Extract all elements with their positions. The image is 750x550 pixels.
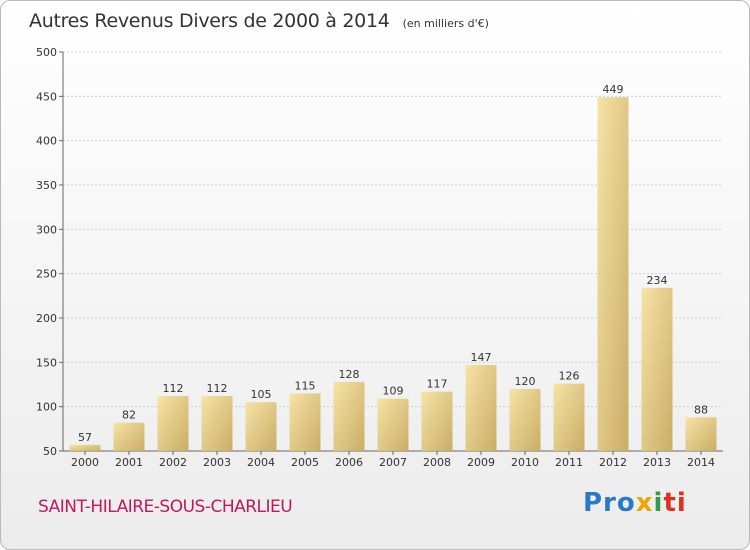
y-tick-label: 100 [36,401,57,414]
bar-2005 [289,393,321,451]
axes: 50 100 150 200 250 300 350 400 450 500 2000 2001 200… [36,46,723,469]
data-label-2001: 82 [122,409,136,422]
data-label-2004: 105 [251,388,272,401]
x-tick-label-2004: 2004 [247,456,275,469]
x-tick-label-2003: 2003 [203,456,231,469]
bar-2008 [421,391,453,451]
data-label-2014: 88 [694,403,708,416]
x-tick-label-2013: 2013 [643,456,671,469]
bar-2002 [157,396,189,451]
bar-2006 [333,381,365,451]
x-tick-label-2012: 2012 [599,456,627,469]
bar-2000 [69,444,101,451]
data-labels: 57 82 112 112 105 115 128 109 117 147 120 126 449 234… [78,83,708,444]
y-tick-label: 200 [36,312,57,325]
bar-2009 [465,364,497,451]
bar-2001 [113,422,145,451]
x-tick-label-2011: 2011 [555,456,583,469]
x-tick-label-2006: 2006 [335,456,363,469]
y-tick-label: 150 [36,356,57,369]
bar-2013 [641,287,673,451]
chart-title-row: Autres Revenus Divers de 2000 à 2014 (en… [29,10,489,32]
logo-part-2: x [635,488,654,518]
y-tick-label: 500 [36,46,57,59]
data-label-2005: 115 [295,379,316,392]
bar-chart: 50 100 150 200 250 300 350 400 450 500 2000 2001 200… [36,46,723,469]
y-tick-label: 300 [36,223,57,236]
x-tick-label-2000: 2000 [71,456,99,469]
y-tick-label: 350 [36,179,57,192]
data-label-2008: 117 [427,378,448,391]
y-tick-label: 450 [36,90,57,103]
bar-2011 [553,383,585,451]
logo-part-4: ti [663,488,687,518]
logo-part-3: i [653,488,664,518]
bar-2010 [509,388,541,451]
proxiti-logo: Proxiti [583,488,687,518]
chart-unit: (en milliers d'€) [402,17,489,30]
data-label-2006: 128 [339,368,360,381]
bar-2012 [597,97,629,451]
logo-part-1: Pro [583,488,636,518]
bar-2014 [685,417,717,451]
data-label-2012: 449 [603,83,624,96]
bar-2004 [245,402,277,451]
x-tick-label-2005: 2005 [291,456,319,469]
data-label-2010: 120 [515,375,536,388]
x-tick-label-2008: 2008 [423,456,451,469]
commune-name: SAINT-HILAIRE-SOUS-CHARLIEU [38,497,293,517]
x-tick-label-2009: 2009 [467,456,495,469]
chart-title: Autres Revenus Divers de 2000 à 2014 [29,10,390,32]
data-label-2002: 112 [163,382,184,395]
bars [69,97,717,451]
bar-2003 [201,396,233,451]
data-label-2011: 126 [559,370,580,383]
x-tick-label-2001: 2001 [115,456,143,469]
data-label-2000: 57 [78,431,92,444]
x-tick-label-2010: 2010 [511,456,539,469]
y-tick-label: 400 [36,135,57,148]
data-label-2003: 112 [207,382,228,395]
y-tick-label: 50 [43,445,57,458]
x-tick-label-2007: 2007 [379,456,407,469]
y-tick-label: 250 [36,268,57,281]
data-label-2007: 109 [383,385,404,398]
bar-2007 [377,398,409,451]
data-label-2013: 234 [647,274,668,287]
x-tick-label-2014: 2014 [687,456,715,469]
data-label-2009: 147 [471,351,492,364]
x-tick-label-2002: 2002 [159,456,187,469]
